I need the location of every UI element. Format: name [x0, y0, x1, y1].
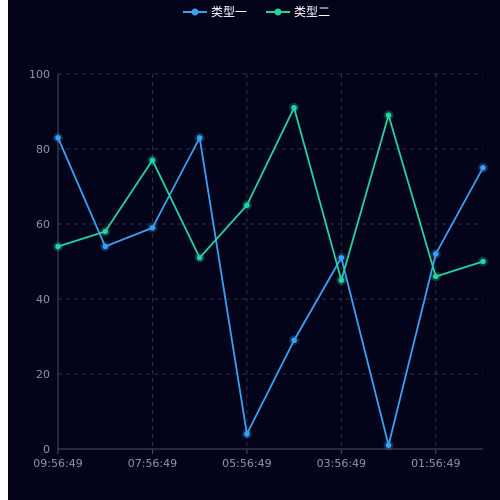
chart-grid [58, 73, 483, 449]
data-point[interactable] [385, 442, 392, 449]
data-point[interactable] [102, 243, 109, 250]
y-tick-label: 0 [43, 443, 50, 456]
data-point[interactable] [291, 104, 297, 111]
data-point[interactable] [291, 337, 297, 344]
data-point[interactable] [196, 134, 203, 141]
y-tick-label: 60 [36, 218, 50, 231]
x-tick-label: 05:56:49 [222, 457, 271, 470]
data-point[interactable] [196, 254, 203, 261]
data-point[interactable] [385, 112, 392, 119]
data-point[interactable] [338, 277, 345, 284]
data-point[interactable] [432, 273, 439, 280]
data-point[interactable] [480, 164, 486, 171]
data-point[interactable] [480, 258, 486, 265]
legend-circle-icon [274, 8, 282, 16]
legend-label: 类型二 [294, 5, 330, 19]
data-point[interactable] [55, 134, 61, 141]
x-tick-label: 07:56:49 [128, 457, 177, 470]
data-point[interactable] [55, 243, 61, 250]
data-point[interactable] [149, 224, 156, 231]
data-point[interactable] [244, 431, 250, 437]
chart-legend: 类型一 类型二 [183, 5, 330, 19]
legend-item-1[interactable]: 类型一 [183, 5, 247, 19]
legend-item-2[interactable]: 类型二 [266, 5, 330, 19]
series-line [57, 136, 484, 447]
x-tick-label: 01:56:49 [411, 457, 460, 470]
x-tick-label: 03:56:49 [317, 457, 366, 470]
y-tick-label: 100 [29, 68, 50, 81]
data-point[interactable] [338, 254, 345, 261]
x-tick-label: 09:56:49 [33, 457, 82, 470]
chart-background-panel [8, 0, 500, 500]
legend-circle-icon [191, 8, 199, 16]
y-tick-label: 80 [36, 143, 50, 156]
data-point[interactable] [432, 251, 439, 257]
series-1 [53, 132, 488, 451]
series-2 [53, 102, 488, 286]
data-point[interactable] [102, 228, 109, 235]
series-layer [53, 102, 488, 451]
y-tick-label: 40 [36, 293, 50, 306]
chart-axes: 0 20 40 60 80 100 09:56:49 07:56:49 05:56:49 03:5… [29, 68, 483, 470]
y-tick-label: 20 [36, 368, 50, 381]
legend-label: 类型一 [211, 5, 247, 19]
series-line [57, 106, 484, 282]
data-point[interactable] [244, 202, 250, 209]
data-point[interactable] [149, 157, 156, 164]
